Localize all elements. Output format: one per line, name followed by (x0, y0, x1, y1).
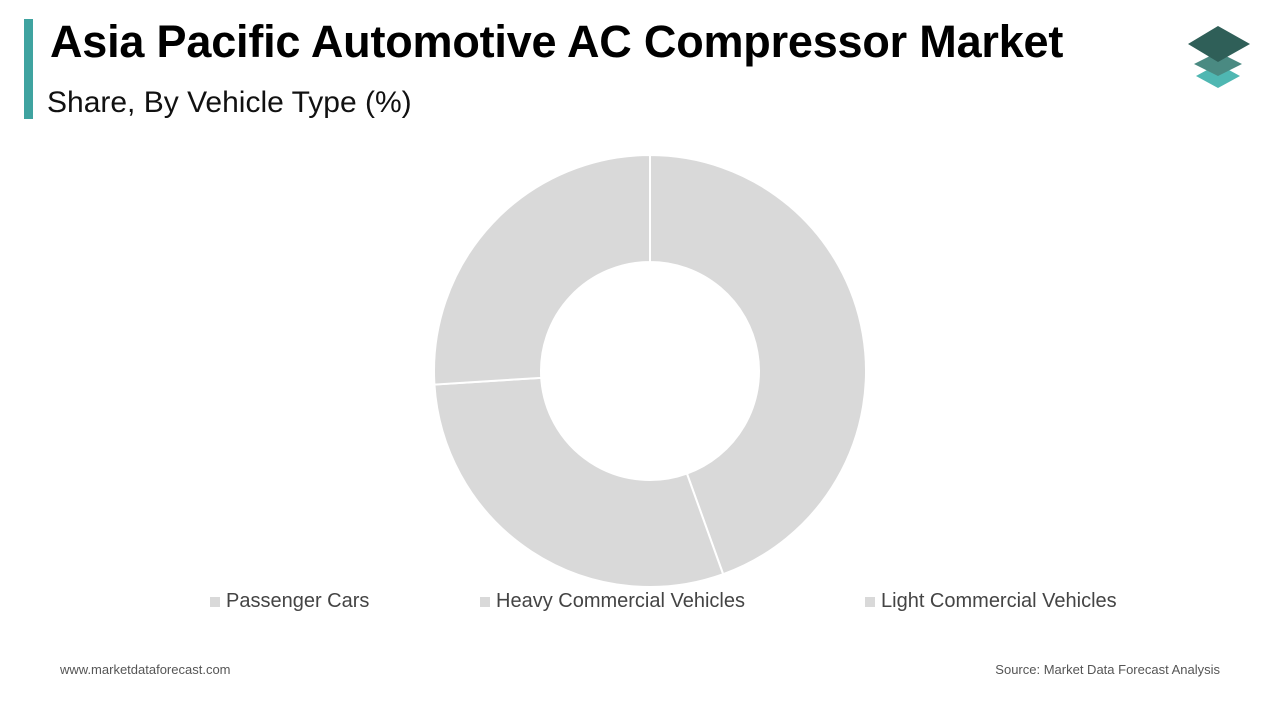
legend-swatch (210, 596, 220, 607)
logo-top-layer (1188, 26, 1250, 62)
donut-slices (433, 153, 867, 588)
legend-item: Heavy Commercial Vehicles (480, 590, 745, 613)
legend-label: Heavy Commercial Vehicles (496, 590, 745, 612)
website-url: www.marketdataforecast.com (60, 662, 231, 677)
source-note: Source: Market Data Forecast Analysis (995, 662, 1220, 677)
legend-label: Light Commercial Vehicles (881, 590, 1117, 612)
donut-slice-light-commercial-vehicles (433, 153, 651, 386)
legend-item: Light Commercial Vehicles (865, 590, 1117, 613)
chart-subtitle: Share, By Vehicle Type (%) (47, 86, 412, 119)
donut-slice-heavy-commercial-vehicles (433, 376, 725, 588)
stacked-layers-logo-icon (1188, 26, 1250, 88)
legend-label: Passenger Cars (226, 590, 370, 612)
chart-title: Asia Pacific Automotive AC Compressor Ma… (50, 16, 1064, 67)
legend-swatch (480, 596, 490, 607)
legend-swatch (865, 596, 875, 607)
legend-item: Passenger Cars (210, 590, 369, 613)
donut-slice-passenger-cars (649, 153, 867, 576)
logo-middle-layer (1194, 52, 1242, 76)
title-accent-bar (24, 19, 33, 119)
